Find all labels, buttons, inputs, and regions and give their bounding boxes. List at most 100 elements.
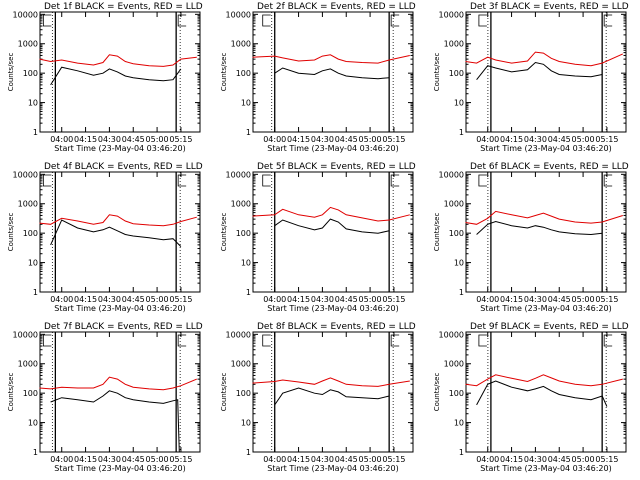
chart-title: Det 2f BLACK = Events, RED = LLD xyxy=(257,2,416,12)
chart-panel: Det 4f BLACK = Events, RED = LLD 1 10 100 10… xyxy=(7,162,203,313)
x-tick-label: 05:00 xyxy=(146,295,169,304)
lld-series-line xyxy=(39,376,197,391)
y-tick-label: 10000 xyxy=(13,170,38,179)
chart-title: Det 7f BLACK = Events, RED = LLD xyxy=(44,322,203,332)
chart-panel: Det 1f BLACK = Events, RED = LLD 1 10 100 10… xyxy=(7,2,203,153)
y-tick-label: 1000 xyxy=(18,360,38,369)
y-tick-label: 10 xyxy=(28,259,38,268)
x-tick-label: 05:00 xyxy=(572,455,595,464)
chart-title: Det 1f BLACK = Events, RED = LLD xyxy=(44,2,203,12)
events-series-line xyxy=(476,61,603,81)
y-tick-label: 10 xyxy=(241,259,251,268)
x-tick-label: 04:00 xyxy=(263,295,286,304)
marker-bracket xyxy=(42,14,52,27)
chart-panel: Det 3f BLACK = Events, RED = LLD 1 10 100 10… xyxy=(433,2,629,153)
x-tick-label: 04:00 xyxy=(263,135,286,144)
x-tick-label: 04:45 xyxy=(335,295,358,304)
x-tick-label: 04:45 xyxy=(122,455,145,464)
y-tick-label: 100 xyxy=(236,389,251,398)
chart-panel: Det 7f BLACK = Events, RED = LLD 1 10 100 10… xyxy=(7,322,203,473)
x-tick-label: 04:30 xyxy=(311,455,334,464)
x-tick-label: 05:00 xyxy=(572,295,595,304)
y-axis-label: Counts/sec xyxy=(7,373,15,412)
plot-frame xyxy=(39,171,201,293)
events-series-line xyxy=(50,219,182,247)
chart-title: Det 4f BLACK = Events, RED = LLD xyxy=(44,162,203,172)
y-tick-label: 10 xyxy=(454,419,464,428)
x-tick-label: 04:45 xyxy=(122,295,145,304)
x-tick-label: 04:45 xyxy=(335,135,358,144)
x-tick-label: 04:00 xyxy=(476,295,499,304)
y-tick-label: 1000 xyxy=(231,40,251,49)
x-tick-label: 04:45 xyxy=(122,135,145,144)
marker-bracket xyxy=(390,14,400,27)
marker-bracket xyxy=(478,334,487,347)
y-tick-label: 1 xyxy=(246,448,251,457)
x-tick-label: 04:30 xyxy=(524,455,547,464)
events-series-line xyxy=(274,387,390,406)
plot-frame xyxy=(252,11,414,133)
marker-bracket xyxy=(177,14,187,27)
x-tick-label: 04:00 xyxy=(50,135,73,144)
y-tick-label: 1 xyxy=(33,128,38,137)
chart-title: Det 8f BLACK = Events, RED = LLD xyxy=(257,322,416,332)
marker-bracket xyxy=(390,334,400,347)
y-tick-label: 100 xyxy=(23,69,38,78)
x-tick-label: 04:30 xyxy=(98,135,121,144)
y-axis-label: Counts/sec xyxy=(433,373,441,412)
y-tick-label: 1000 xyxy=(444,200,464,209)
x-axis-label: Start Time (23-May-04 03:46:20) xyxy=(54,464,185,473)
x-tick-label: 04:30 xyxy=(311,135,334,144)
x-tick-label: 04:00 xyxy=(476,135,499,144)
x-tick-label: 05:00 xyxy=(146,135,169,144)
marker-bracket xyxy=(177,334,187,347)
x-tick-label: 04:45 xyxy=(335,455,358,464)
plot-frame xyxy=(39,331,201,453)
x-tick-label: 04:45 xyxy=(548,295,571,304)
lld-series-line xyxy=(252,206,410,222)
lld-series-line xyxy=(39,214,197,227)
y-tick-label: 100 xyxy=(449,389,464,398)
y-tick-label: 100 xyxy=(23,229,38,238)
y-tick-label: 10000 xyxy=(226,330,251,339)
x-tick-label: 04:00 xyxy=(263,455,286,464)
x-tick-label: 04:15 xyxy=(74,135,97,144)
y-tick-label: 10000 xyxy=(226,10,251,19)
x-tick-label: 05:15 xyxy=(169,455,192,464)
x-axis-label: Start Time (23-May-04 03:46:20) xyxy=(54,144,185,153)
marker-bracket xyxy=(390,174,400,187)
x-axis-label: Start Time (23-May-04 03:46:20) xyxy=(480,304,611,313)
lld-series-line xyxy=(465,210,623,225)
x-tick-label: 05:15 xyxy=(382,455,405,464)
y-tick-label: 1 xyxy=(246,288,251,297)
marker-bracket xyxy=(42,334,52,347)
x-tick-label: 04:15 xyxy=(287,135,310,144)
lld-series-line xyxy=(465,51,624,67)
x-tick-label: 04:00 xyxy=(50,455,73,464)
x-tick-label: 04:30 xyxy=(524,295,547,304)
y-tick-label: 10000 xyxy=(13,330,38,339)
y-tick-label: 1000 xyxy=(231,360,251,369)
x-tick-label: 04:15 xyxy=(74,455,97,464)
y-axis-label: Counts/sec xyxy=(433,53,441,92)
x-tick-label: 04:45 xyxy=(548,135,571,144)
chart-title: Det 9f BLACK = Events, RED = LLD xyxy=(470,322,629,332)
x-tick-label: 04:00 xyxy=(476,455,499,464)
x-tick-label: 05:15 xyxy=(595,455,618,464)
x-axis-label: Start Time (23-May-04 03:46:20) xyxy=(480,144,611,153)
y-axis-label: Counts/sec xyxy=(220,373,228,412)
x-tick-label: 05:15 xyxy=(382,295,405,304)
x-tick-label: 04:00 xyxy=(50,295,73,304)
lld-series-line xyxy=(252,377,410,387)
x-tick-label: 04:30 xyxy=(98,455,121,464)
y-tick-label: 1 xyxy=(459,128,464,137)
x-axis-label: Start Time (23-May-04 03:46:20) xyxy=(267,304,398,313)
x-tick-label: 05:00 xyxy=(359,295,382,304)
y-tick-label: 10 xyxy=(28,419,38,428)
y-tick-label: 10000 xyxy=(439,10,464,19)
events-series-line xyxy=(50,66,182,86)
y-axis-label: Counts/sec xyxy=(220,53,228,92)
y-tick-label: 10 xyxy=(454,99,464,108)
chart-panel: Det 9f BLACK = Events, RED = LLD 1 10 100 10… xyxy=(433,322,629,473)
